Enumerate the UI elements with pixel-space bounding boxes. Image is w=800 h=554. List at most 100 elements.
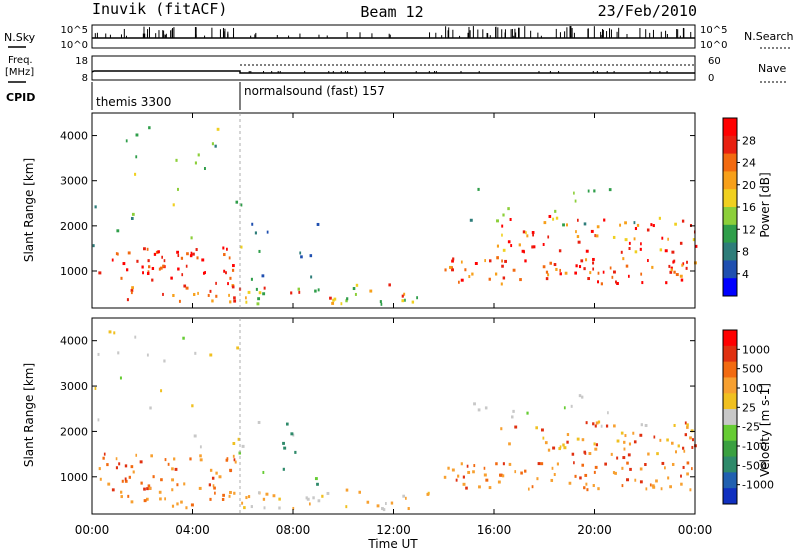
heatmap-cell [465,486,468,490]
heatmap-cell [573,461,575,465]
heatmap-cell [592,484,595,488]
heatmap-cell [540,428,544,432]
heatmap-cell [466,464,469,468]
heatmap-cell [597,271,600,275]
heatmap-cell [228,256,231,260]
heatmap-cell [159,266,163,270]
heatmap-cell [193,434,197,438]
heatmap-cell [130,500,134,504]
colorbar-tick-label: 28 [742,134,756,147]
heatmap-cell [566,440,569,444]
heatmap-cell [564,271,568,275]
heatmap-cell [124,479,128,483]
heatmap-cell [628,247,631,251]
colorbar-cell [723,488,737,505]
colorbar-cell [723,189,737,208]
heatmap-cell [228,293,230,297]
nave-dot [606,71,608,73]
heatmap-cell [174,467,178,471]
heatmap-cell [186,252,189,256]
heatmap-cell [636,223,640,227]
heatmap-cell [147,259,150,263]
nave-dot [347,71,349,73]
heatmap-cell [474,261,478,265]
heatmap-cell [452,257,455,261]
freq-tick-bottom: 8 [82,73,88,84]
heatmap-cell [535,426,538,430]
heatmap-cell [590,229,594,233]
station-title: Inuvik (fitACF) [92,0,227,18]
heatmap-cell [238,451,242,455]
heatmap-cell [232,442,236,446]
x-tick-label: 04:00 [175,523,210,537]
heatmap-cell [544,441,548,445]
heatmap-cell [585,249,589,253]
heatmap-cell [620,250,623,254]
heatmap-cell [94,205,97,209]
heatmap-cell [170,276,173,280]
heatmap-cell [193,292,196,296]
heatmap-cell [208,483,211,487]
nsearch-tick-top: 10^5 [700,25,727,36]
colorbar-tick-label: -100 [742,440,767,453]
heatmap-cell [583,267,586,271]
heatmap-cell [558,447,561,451]
heatmap-cell [115,457,118,461]
colorbar-tick-label: 100 [742,382,763,395]
heatmap-cell [115,466,118,470]
heatmap-cell [596,225,600,229]
heatmap-cell [185,286,189,290]
heatmap-cell [126,298,129,302]
heatmap-cell [661,236,664,240]
heatmap-cell [180,500,183,504]
heatmap-cell [171,478,175,482]
heatmap-cell [310,275,313,279]
heatmap-cell [229,276,232,280]
heatmap-cell [667,476,670,480]
heatmap-cell [127,494,130,498]
heatmap-cell [382,508,386,512]
heatmap-cell [594,465,598,469]
heatmap-cell [682,465,685,469]
heatmap-cell [609,266,612,270]
heatmap-cell [661,461,665,465]
heatmap-cell [148,126,151,130]
heatmap-cell [366,500,370,504]
x-tick-label: 08:00 [276,523,311,537]
heatmap-cell [221,497,225,501]
heatmap-cell [686,461,690,465]
heatmap-cell [212,484,215,488]
heatmap-cell [686,472,689,476]
x-axis-label: Time UT [367,537,418,551]
nave-dot [428,71,430,73]
heatmap-cell [507,240,511,244]
colorbar-cell [723,171,737,190]
heatmap-cell [177,267,180,271]
heatmap-cell [575,264,578,268]
nave-dot [460,71,462,73]
heatmap-cell [600,282,603,286]
heatmap-cell [457,280,460,284]
heatmap-cell [581,438,585,442]
heatmap-cell [669,270,673,274]
heatmap-cell [594,424,597,428]
heatmap-cell [116,229,120,233]
heatmap-cell [500,282,503,286]
velocity-panel-frame [91,317,696,515]
heatmap-cell [566,223,568,227]
heatmap-cell [227,282,229,286]
y-tick-label: 3000 [60,380,88,393]
heatmap-cell [613,270,616,274]
colorbar-cell [723,260,737,279]
heatmap-cell [668,264,671,268]
heatmap-cell [333,297,337,301]
heatmap-cell [209,289,212,293]
heatmap-cell [451,268,454,272]
heatmap-cell [460,278,464,282]
heatmap-cell [245,300,248,304]
heatmap-cell [236,346,240,350]
heatmap-cell [214,491,216,495]
heatmap-cell [321,494,324,498]
heatmap-cell [299,251,302,255]
heatmap-cell [297,287,300,291]
